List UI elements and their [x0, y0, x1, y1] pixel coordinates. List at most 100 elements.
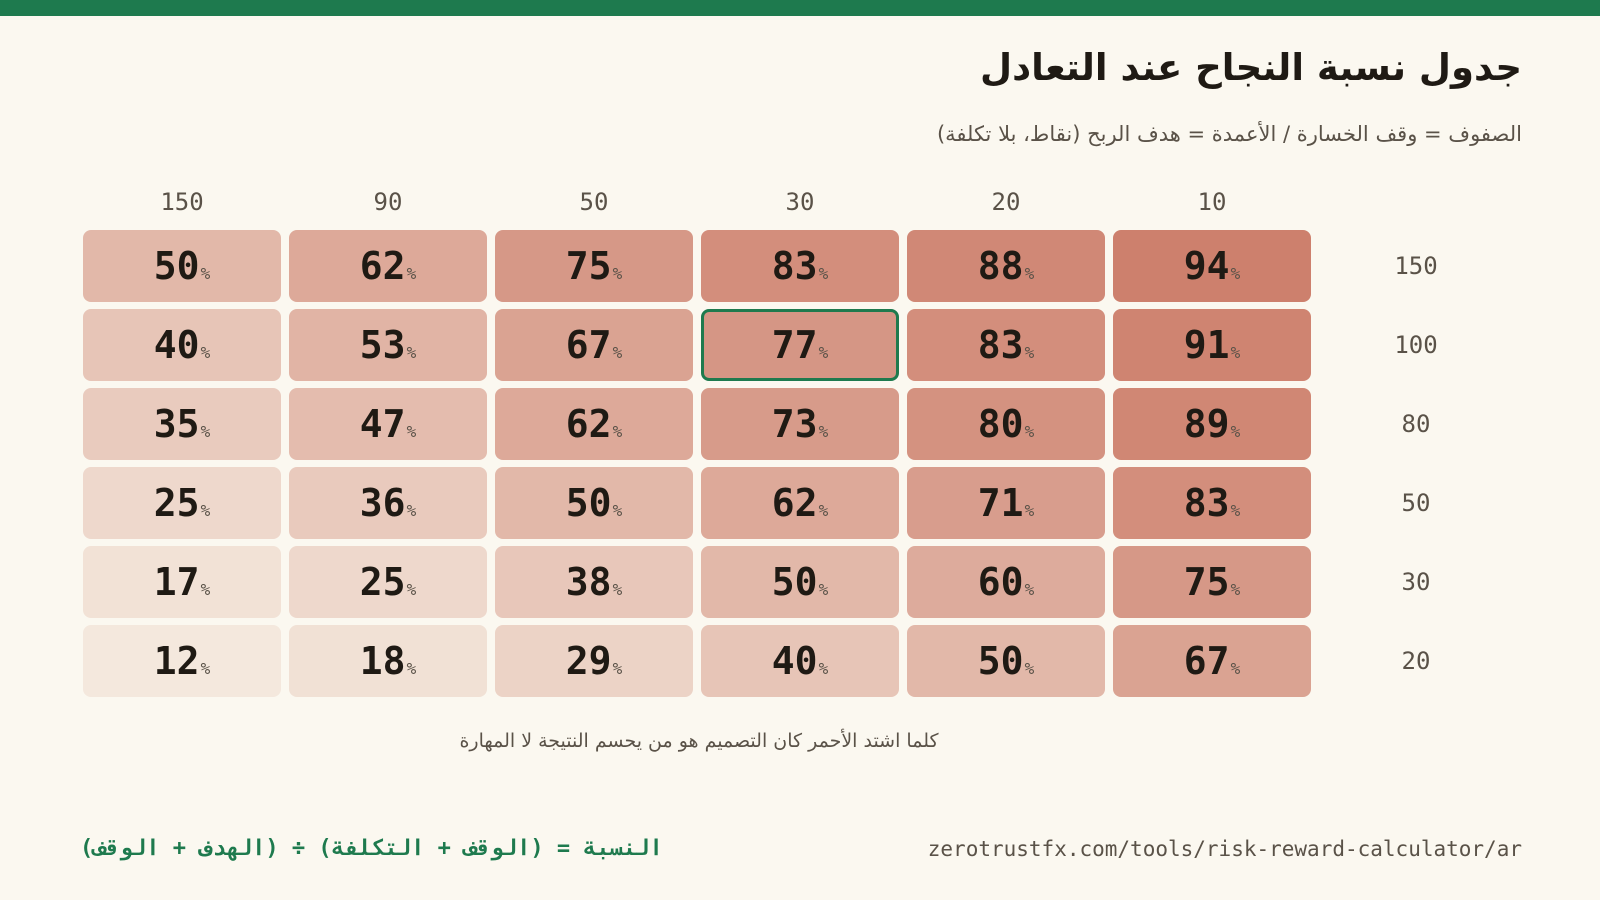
cell-number: 71: [977, 481, 1024, 525]
cell-number: 50: [153, 244, 200, 288]
heatmap-cell: 50%: [83, 230, 281, 302]
cell-value: 88%: [978, 244, 1034, 288]
cell-percent-sign: %: [612, 501, 623, 520]
ratio-formula: النسبة = (الوقف + التكلفة) ÷ (الهدف + ال…: [80, 836, 663, 861]
cell-value: 18%: [360, 639, 416, 683]
cell-percent-sign: %: [406, 659, 417, 678]
heatmap-cell: 60%: [907, 546, 1105, 618]
cell-number: 25: [359, 560, 406, 604]
heatmap-cell: 25%: [83, 467, 281, 539]
cell-number: 94: [1183, 244, 1230, 288]
column-header-10: 10: [1197, 188, 1227, 216]
cell-value: 83%: [978, 323, 1034, 367]
heatmap-cell: 40%: [701, 625, 899, 697]
heatmap-cell: 50%: [907, 625, 1105, 697]
cell-percent-sign: %: [818, 501, 829, 520]
cell-percent-sign: %: [200, 343, 211, 362]
heatmap-cell: 50%: [701, 546, 899, 618]
cell-number: 80: [977, 402, 1024, 446]
cell-percent-sign: %: [1230, 422, 1241, 441]
cell-percent-sign: %: [1024, 580, 1035, 599]
cell-value: 62%: [566, 402, 622, 446]
cell-number: 40: [153, 323, 200, 367]
cell-value: 40%: [772, 639, 828, 683]
cell-percent-sign: %: [1230, 659, 1241, 678]
cell-percent-sign: %: [612, 422, 623, 441]
cell-percent-sign: %: [818, 422, 829, 441]
heatmap-cell: 73%: [701, 388, 899, 460]
cell-number: 47: [359, 402, 406, 446]
cell-percent-sign: %: [818, 580, 829, 599]
heatmap-cell: 75%: [1113, 546, 1311, 618]
heatmap-cell: 29%: [495, 625, 693, 697]
cell-percent-sign: %: [406, 264, 417, 283]
cell-value: 50%: [154, 244, 210, 288]
heatmap-cell: 53%: [289, 309, 487, 381]
cell-percent-sign: %: [612, 580, 623, 599]
cell-value: 62%: [772, 481, 828, 525]
heatmap-cell: 88%: [907, 230, 1105, 302]
row-header-150: 150: [1394, 252, 1438, 280]
cell-number: 62: [565, 402, 612, 446]
cell-percent-sign: %: [406, 343, 417, 362]
heatmap-cell: 25%: [289, 546, 487, 618]
heatmap-cell: 12%: [83, 625, 281, 697]
column-header-90: 90: [373, 188, 403, 216]
cell-number: 73: [771, 402, 818, 446]
cell-value: 50%: [978, 639, 1034, 683]
cell-number: 12: [153, 639, 200, 683]
cell-value: 77%: [772, 323, 828, 367]
cell-number: 67: [565, 323, 612, 367]
cell-percent-sign: %: [818, 343, 829, 362]
cell-value: 71%: [978, 481, 1034, 525]
cell-number: 83: [977, 323, 1024, 367]
cell-number: 18: [359, 639, 406, 683]
cell-number: 67: [1183, 639, 1230, 683]
column-header-20: 20: [991, 188, 1021, 216]
cell-number: 50: [771, 560, 818, 604]
cell-value: 94%: [1184, 244, 1240, 288]
cell-value: 12%: [154, 639, 210, 683]
row-header-20: 20: [1401, 647, 1431, 675]
cell-number: 29: [565, 639, 612, 683]
cell-percent-sign: %: [1024, 422, 1035, 441]
heatmap-cell: 71%: [907, 467, 1105, 539]
cell-number: 91: [1183, 323, 1230, 367]
cell-number: 62: [359, 244, 406, 288]
cell-value: 36%: [360, 481, 416, 525]
cell-percent-sign: %: [406, 422, 417, 441]
heatmap-cell: 38%: [495, 546, 693, 618]
cell-value: 29%: [566, 639, 622, 683]
cell-number: 88: [977, 244, 1024, 288]
cell-percent-sign: %: [1230, 264, 1241, 283]
heatmap-cell: 62%: [495, 388, 693, 460]
cell-percent-sign: %: [818, 264, 829, 283]
column-header-150: 150: [160, 188, 204, 216]
row-header-80: 80: [1401, 410, 1431, 438]
cell-value: 17%: [154, 560, 210, 604]
cell-value: 50%: [566, 481, 622, 525]
cell-number: 83: [1183, 481, 1230, 525]
cell-value: 47%: [360, 402, 416, 446]
heatmap-cell: 83%: [1113, 467, 1311, 539]
cell-number: 38: [565, 560, 612, 604]
cell-number: 75: [1183, 560, 1230, 604]
cell-number: 60: [977, 560, 1024, 604]
column-header-30: 30: [785, 188, 815, 216]
chart-title: جدول نسبة النجاح عند التعادل: [980, 46, 1522, 89]
heatmap-cell: 67%: [495, 309, 693, 381]
cell-percent-sign: %: [1230, 343, 1241, 362]
cell-value: 75%: [1184, 560, 1240, 604]
cell-value: 67%: [1184, 639, 1240, 683]
cell-value: 40%: [154, 323, 210, 367]
cell-percent-sign: %: [200, 659, 211, 678]
cell-percent-sign: %: [200, 501, 211, 520]
cell-number: 77: [771, 323, 818, 367]
cell-value: 83%: [1184, 481, 1240, 525]
source-url[interactable]: zerotrustfx.com/tools/risk-reward-calcul…: [927, 837, 1522, 861]
cell-value: 25%: [154, 481, 210, 525]
heatmap-cell: 50%: [495, 467, 693, 539]
cell-number: 40: [771, 639, 818, 683]
cell-value: 67%: [566, 323, 622, 367]
cell-number: 75: [565, 244, 612, 288]
